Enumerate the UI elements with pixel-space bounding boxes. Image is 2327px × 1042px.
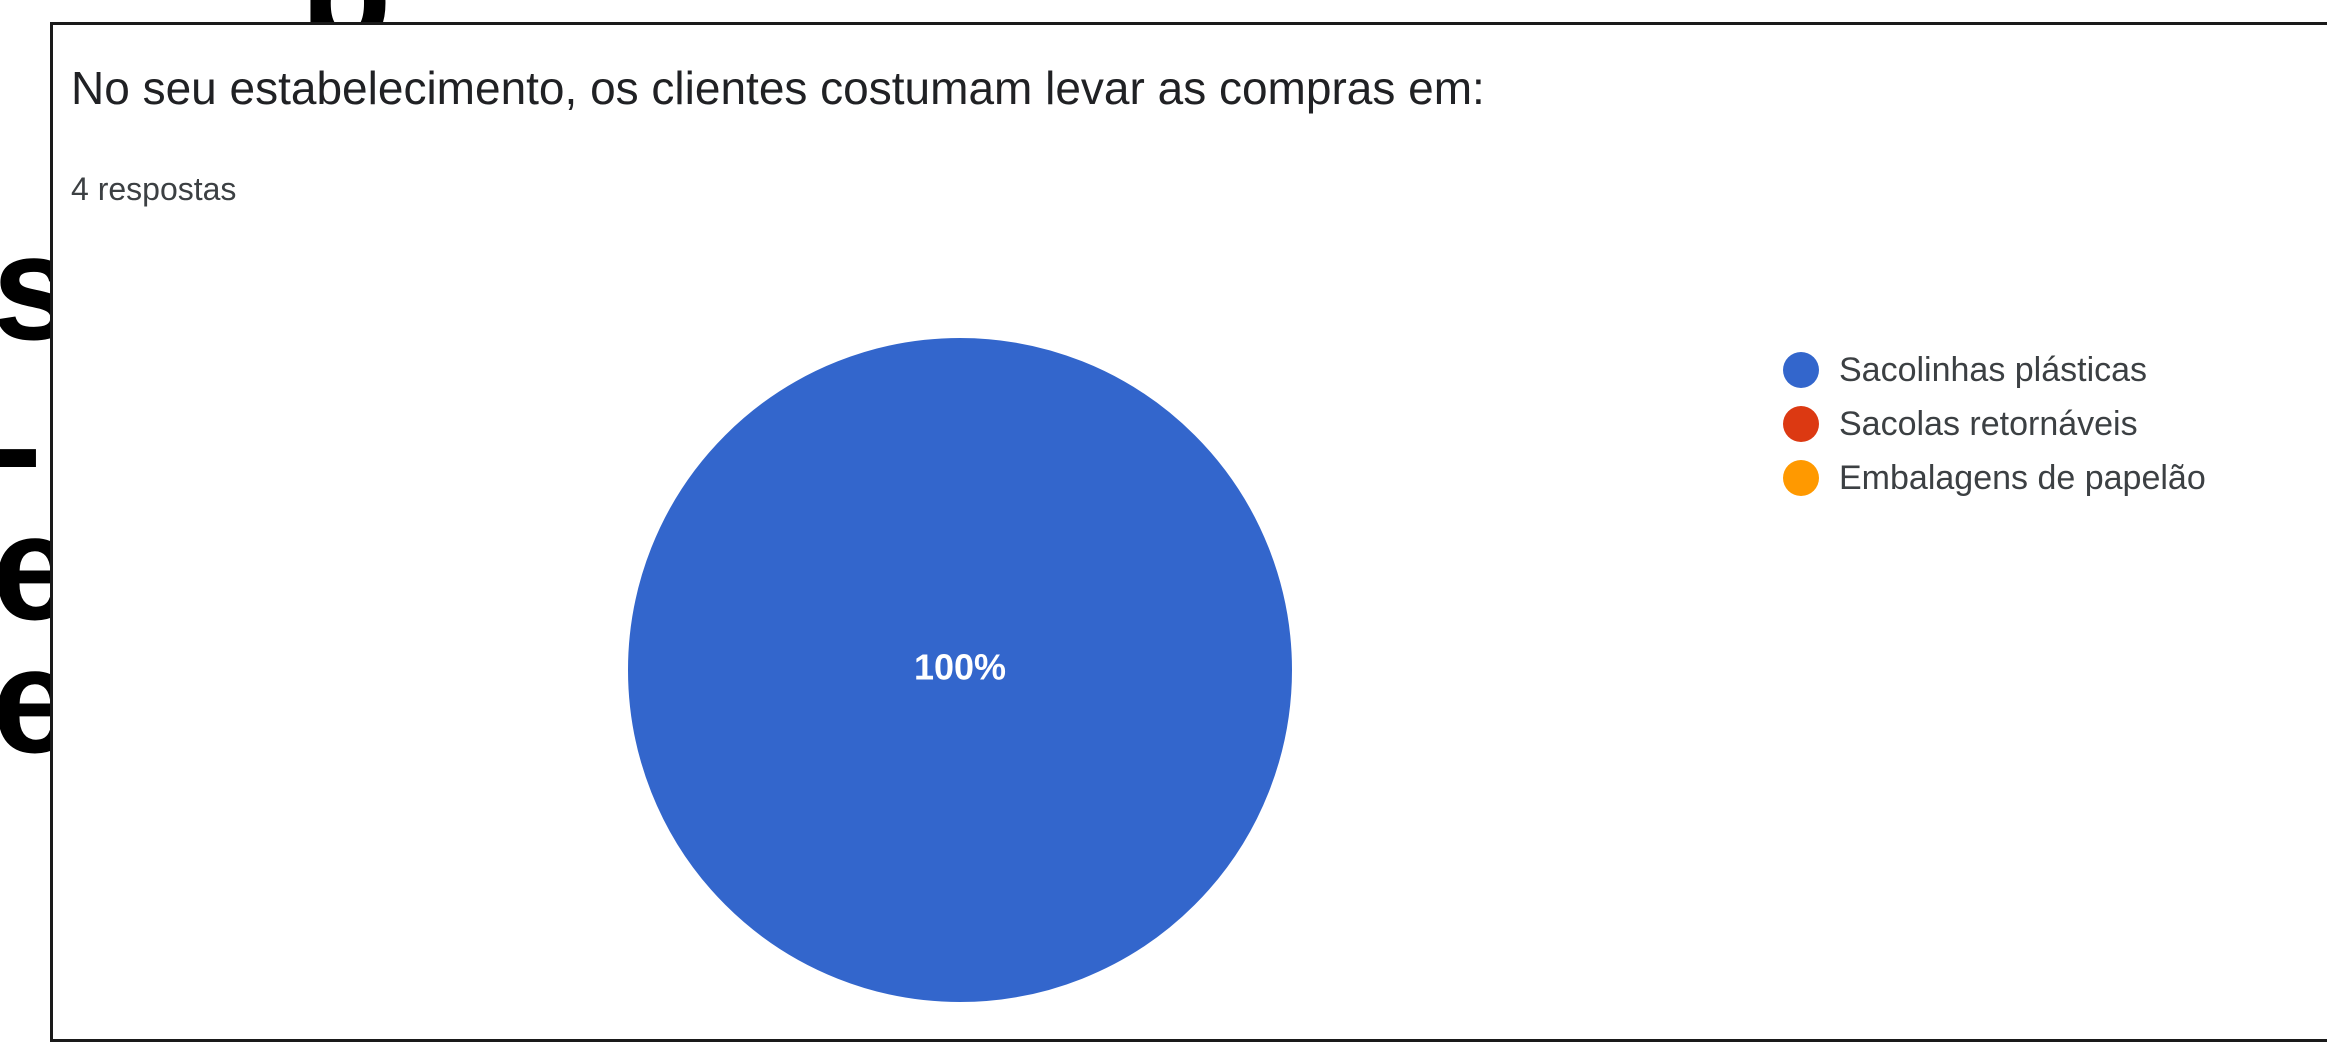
background-glyph: - <box>0 370 42 520</box>
pie-chart: 100% <box>626 336 1294 1004</box>
response-count: 4 respostas <box>71 171 237 207</box>
legend-swatch-icon <box>1783 406 1819 442</box>
legend-label: Embalagens de papelão <box>1839 458 2206 497</box>
pie-slice-sacolinhas-plasticas[interactable] <box>626 336 1294 1004</box>
pie-slice-label: 100% <box>914 647 1006 688</box>
legend-item[interactable]: Sacolinhas plásticas <box>1783 343 2206 397</box>
legend-item[interactable]: Sacolas retornáveis <box>1783 397 2206 451</box>
legend-swatch-icon <box>1783 352 1819 388</box>
chart-card: No seu estabelecimento, os clientes cost… <box>50 22 2327 1042</box>
chart-legend: Sacolinhas plásticas Sacolas retornáveis E… <box>1783 343 2206 505</box>
legend-label: Sacolas retornáveis <box>1839 404 2138 443</box>
legend-swatch-icon <box>1783 460 1819 496</box>
question-title: No seu estabelecimento, os clientes cost… <box>71 62 1485 114</box>
legend-label: Sacolinhas plásticas <box>1839 350 2148 389</box>
legend-item[interactable]: Embalagens de papelão <box>1783 451 2206 505</box>
